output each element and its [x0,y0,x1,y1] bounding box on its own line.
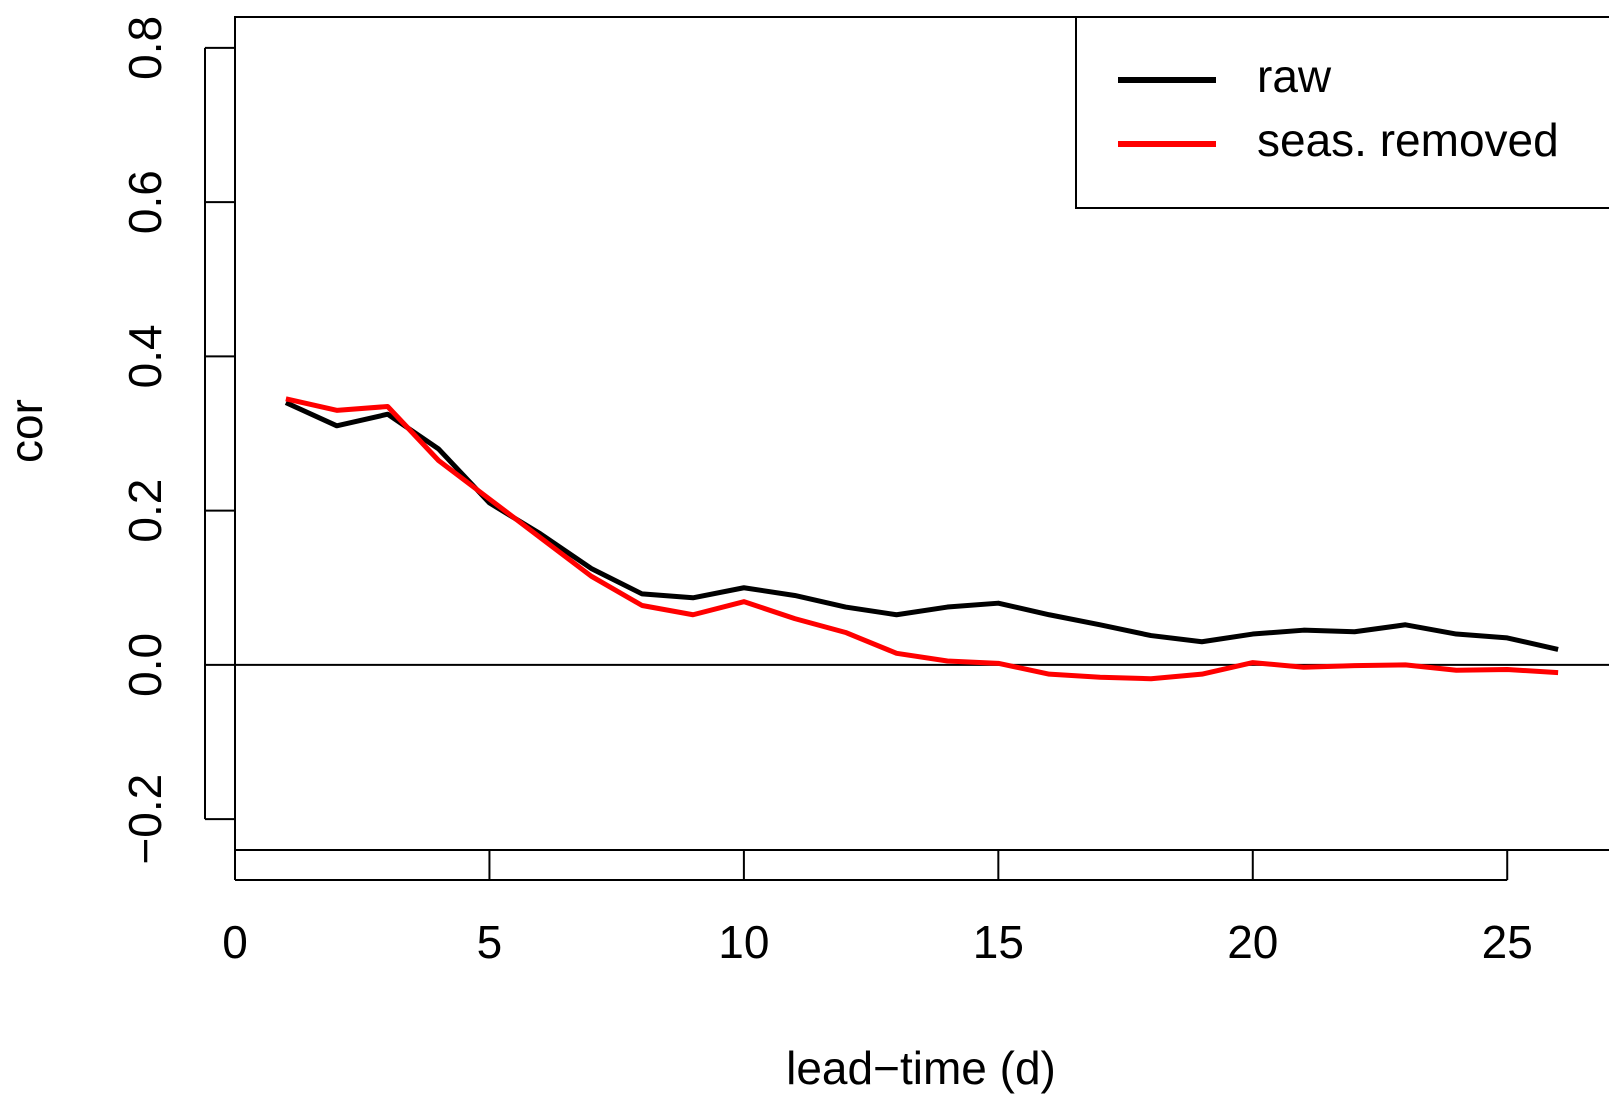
y-tick-label: 0.0 [119,633,171,697]
y-axis-title: cor [0,399,52,463]
legend-box [1075,16,1609,209]
y-tick-label: 0.2 [119,479,171,543]
x-tick-label: 0 [222,916,248,968]
plot-frame [234,16,1609,851]
y-tick-label: 0.4 [119,324,171,388]
x-tick-label: 25 [1482,916,1533,968]
legend-label: raw [1257,50,1332,102]
series-line [285,396,1559,682]
legend-label: seas. removed [1257,114,1559,166]
x-tick-label: 5 [477,916,503,968]
x-tick-label: 10 [718,916,769,968]
y-tick-label: 0.8 [119,16,171,80]
series-line [284,400,1559,652]
x-axis-title: lead−time (d) [786,1042,1056,1094]
y-tick-label: −0.2 [119,774,171,865]
x-tick-label: 20 [1227,916,1278,968]
y-tick-label: 0.6 [119,170,171,234]
x-tick-label: 15 [973,916,1024,968]
